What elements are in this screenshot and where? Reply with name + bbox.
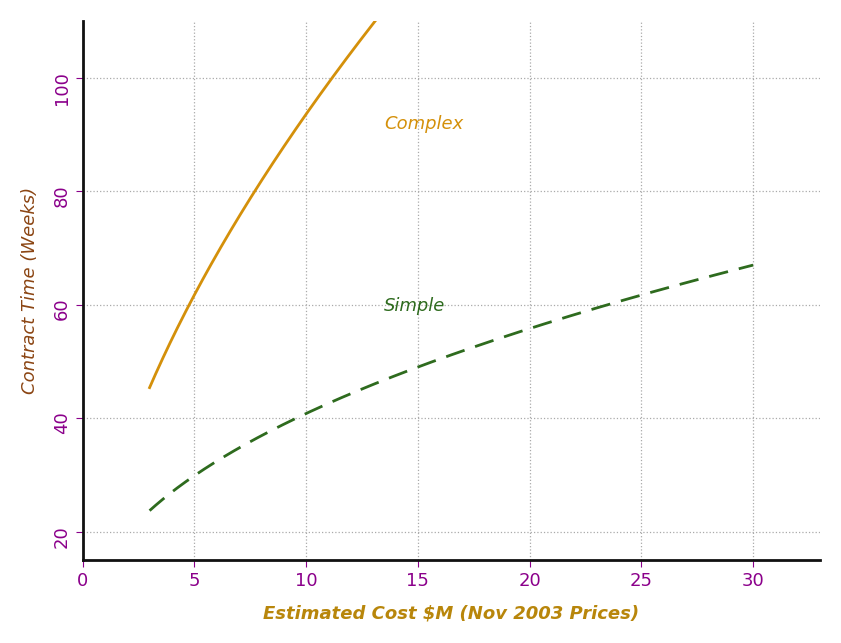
- Y-axis label: Contract Time (Weeks): Contract Time (Weeks): [21, 187, 39, 394]
- Text: Complex: Complex: [384, 114, 463, 132]
- X-axis label: Estimated Cost $M (Nov 2003 Prices): Estimated Cost $M (Nov 2003 Prices): [263, 604, 639, 622]
- Text: Simple: Simple: [384, 296, 446, 314]
